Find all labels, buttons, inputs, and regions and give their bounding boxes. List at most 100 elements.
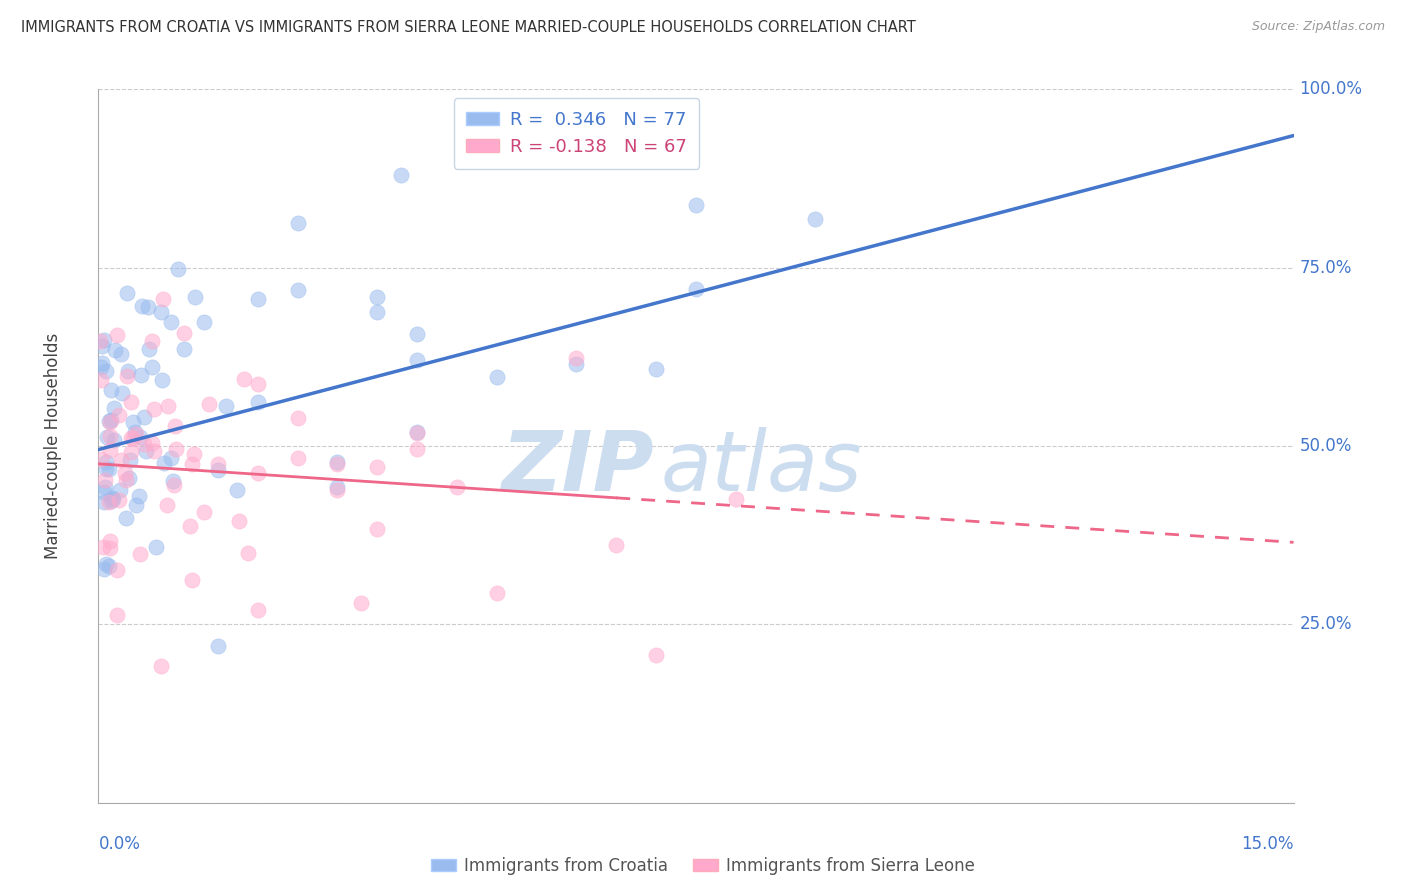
Point — [446, 480, 468, 494]
Legend: Immigrants from Croatia, Immigrants from Sierra Leone: Immigrants from Croatia, Immigrants from… — [430, 856, 976, 875]
Point — [165, 442, 187, 456]
Point — [104, 343, 127, 358]
Point — [149, 659, 172, 673]
Point — [326, 480, 349, 494]
Point — [207, 639, 229, 653]
Point — [105, 327, 128, 342]
Point — [120, 395, 142, 409]
Point — [107, 409, 129, 423]
Point — [120, 445, 142, 459]
Point — [91, 540, 114, 554]
Point — [645, 362, 668, 376]
Point — [91, 339, 114, 353]
Point — [90, 356, 112, 370]
Point — [131, 299, 153, 313]
Point — [366, 305, 388, 319]
Point — [105, 608, 128, 623]
Point — [173, 342, 195, 356]
Point — [120, 452, 142, 467]
Point — [121, 431, 143, 445]
Point — [179, 518, 201, 533]
Point — [193, 315, 215, 329]
Text: 0.0%: 0.0% — [98, 835, 141, 853]
Point — [100, 493, 122, 508]
Point — [98, 443, 121, 458]
Point — [645, 648, 668, 662]
Point — [90, 360, 112, 375]
Text: Married-couple Households: Married-couple Households — [44, 333, 62, 559]
Point — [162, 474, 184, 488]
Point — [236, 545, 259, 559]
Point — [100, 413, 122, 427]
Point — [134, 437, 156, 451]
Point — [98, 541, 121, 556]
Point — [90, 373, 112, 387]
Point — [143, 443, 166, 458]
Point — [153, 456, 176, 470]
Point — [389, 168, 412, 182]
Point — [246, 466, 269, 480]
Point — [326, 458, 349, 472]
Point — [131, 368, 153, 382]
Point — [114, 466, 136, 480]
Point — [98, 559, 121, 574]
Point — [233, 372, 256, 386]
Point — [228, 514, 250, 528]
Point — [128, 430, 150, 444]
Point — [287, 451, 309, 466]
Point — [152, 292, 174, 306]
Point — [135, 444, 157, 458]
Point — [136, 301, 159, 315]
Point — [193, 505, 215, 519]
Point — [125, 426, 148, 441]
Point — [804, 211, 827, 226]
Point — [128, 548, 150, 562]
Point — [110, 347, 132, 361]
Point — [110, 452, 132, 467]
Point — [96, 558, 118, 572]
Point — [115, 473, 138, 487]
Point — [93, 484, 115, 499]
Point — [485, 586, 508, 600]
Point — [103, 433, 125, 447]
Point — [93, 562, 115, 576]
Point — [100, 415, 122, 429]
Point — [181, 573, 204, 587]
Point — [246, 603, 269, 617]
Point — [605, 538, 627, 552]
Text: atlas: atlas — [661, 427, 862, 508]
Point — [94, 461, 117, 475]
Point — [198, 397, 221, 411]
Point — [117, 364, 139, 378]
Point — [98, 495, 121, 509]
Point — [166, 262, 188, 277]
Point — [246, 395, 269, 409]
Point — [94, 364, 117, 378]
Point — [145, 540, 167, 554]
Point — [173, 326, 195, 340]
Point — [96, 455, 118, 469]
Point — [117, 470, 139, 484]
Point — [287, 411, 309, 425]
Text: 100.0%: 100.0% — [1299, 80, 1362, 98]
Point — [183, 447, 205, 461]
Point — [120, 431, 142, 445]
Point — [156, 498, 179, 512]
Point — [366, 460, 388, 475]
Point — [159, 450, 181, 465]
Point — [685, 198, 707, 212]
Point — [150, 373, 173, 387]
Point — [96, 429, 118, 443]
Point — [110, 483, 132, 497]
Point — [90, 452, 112, 467]
Point — [117, 368, 139, 383]
Point — [406, 352, 429, 367]
Point — [93, 333, 115, 347]
Point — [100, 491, 122, 505]
Point — [105, 563, 128, 577]
Point — [485, 370, 508, 384]
Point — [122, 415, 145, 429]
Text: 50.0%: 50.0% — [1299, 437, 1353, 455]
Point — [115, 285, 138, 300]
Point — [138, 343, 160, 357]
